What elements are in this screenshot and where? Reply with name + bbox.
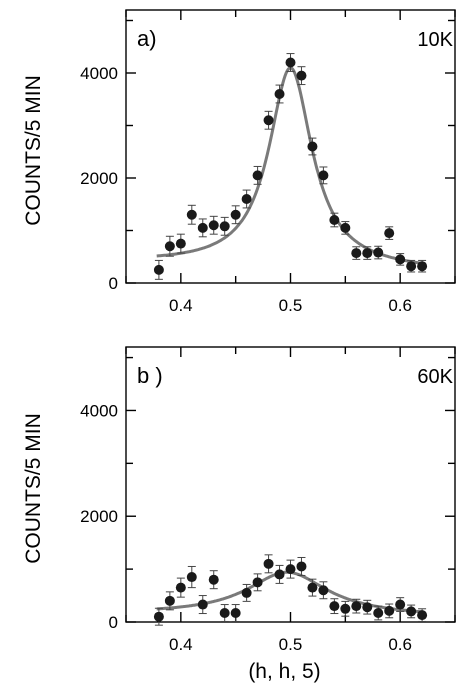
panel-b-data-point: [230, 608, 241, 619]
panel-b-data-point: [351, 601, 362, 612]
panel-b-data-point: [329, 601, 340, 612]
panel-a-data-point: [373, 247, 384, 258]
panel-b-data-point: [318, 585, 329, 596]
panel-b-y-tick-label: 2000: [80, 507, 118, 526]
panel-b-plot-frame: [125, 346, 456, 623]
panel-a-x-tick-label: 0.6: [388, 296, 412, 315]
panel-b-data-point: [384, 605, 395, 616]
panel-b-data-point: [340, 603, 351, 614]
panel-a-data-point: [197, 222, 208, 233]
panel-a-y-axis-title: COUNTS/5 MIN: [22, 75, 45, 226]
panel-a-data-point: [296, 70, 307, 81]
panel-a-x-tick-label: 0.4: [169, 296, 193, 315]
panel-b-data-point: [395, 599, 406, 610]
panel-b-data-point: [373, 608, 384, 619]
panel-b-data-point: [263, 558, 274, 569]
panel-a-temperature: 10K: [417, 29, 453, 51]
panel-a-data-point: [164, 241, 175, 252]
panel-b-data-point: [274, 569, 285, 580]
panel-b-data-point: [296, 561, 307, 572]
panel-b-x-tick-label: 0.6: [388, 635, 412, 654]
panel-b-label: b ): [137, 363, 163, 388]
panel-a-data-point: [208, 220, 219, 231]
panel-b-data-point: [175, 582, 186, 593]
panel-b-data-point: [252, 577, 263, 588]
panel-a-plot-frame: [125, 9, 456, 284]
panel-a: 0.4 0.5 0.6 0 2000 4000 COUNTS/5 MIN a) 10K: [22, 9, 456, 315]
panel-a-data-point: [395, 254, 406, 265]
panel-a-data-point: [241, 194, 252, 204]
panel-b: 0.4 0.5 0.6 0 2000 4000 COUNTS/5 MIN (h, h, 5) b…: [22, 346, 456, 683]
panel-a-data-point: [340, 222, 351, 233]
panel-b-data-point: [241, 587, 252, 598]
panel-a-data-point: [417, 261, 428, 272]
panel-a-data-point: [230, 209, 241, 220]
panel-a-data-point: [153, 264, 164, 275]
panel-a-y-tick-label: 2000: [80, 169, 118, 188]
panel-a-x-tick-label: 0.5: [279, 296, 303, 315]
panel-b-data-point: [417, 610, 428, 621]
panel-a-fit-curve: [156, 66, 423, 265]
panel-b-data-point: [219, 608, 230, 619]
panel-a-data-point: [351, 248, 362, 259]
panel-a-data-point: [219, 221, 230, 232]
panel-a-data-point: [384, 228, 395, 239]
panel-b-x-tick-label: 0.4: [169, 635, 193, 654]
panel-b-data-point: [164, 595, 175, 606]
panel-a-data-point: [252, 170, 263, 181]
panel-b-data-point: [307, 582, 318, 593]
panel-a-data-point: [406, 261, 417, 272]
panel-a-data-point: [285, 57, 296, 68]
panel-a-data-point: [307, 141, 318, 152]
panel-b-data-point: [208, 574, 219, 585]
panel-a-data-point: [186, 209, 197, 220]
panel-b-data-point: [153, 611, 164, 622]
panel-a-y-tick-label: 4000: [80, 64, 118, 83]
panel-b-data-point: [186, 572, 197, 583]
panel-a-data-point: [318, 170, 329, 181]
panel-b-y-tick-label: 0: [109, 613, 118, 632]
panel-b-temperature: 60K: [417, 366, 453, 388]
panel-b-data-point: [197, 599, 208, 610]
panel-a-data-point: [175, 238, 186, 249]
panel-b-data-point: [362, 602, 373, 613]
panel-a-label: a): [137, 26, 157, 51]
panel-b-y-axis-title: COUNTS/5 MIN: [22, 413, 45, 564]
panel-a-data-point: [329, 215, 340, 225]
panel-b-data-point: [285, 564, 296, 575]
panel-a-data-point: [263, 115, 274, 126]
x-axis-title: (h, h, 5): [248, 660, 320, 683]
panel-b-y-tick-label: 4000: [80, 401, 118, 420]
panel-a-data-point: [362, 248, 373, 259]
panel-a-data-point: [274, 89, 285, 99]
panel-b-x-tick-label: 0.5: [279, 635, 303, 654]
panel-b-data-point: [406, 606, 417, 617]
panel-a-y-tick-label: 0: [109, 274, 118, 293]
